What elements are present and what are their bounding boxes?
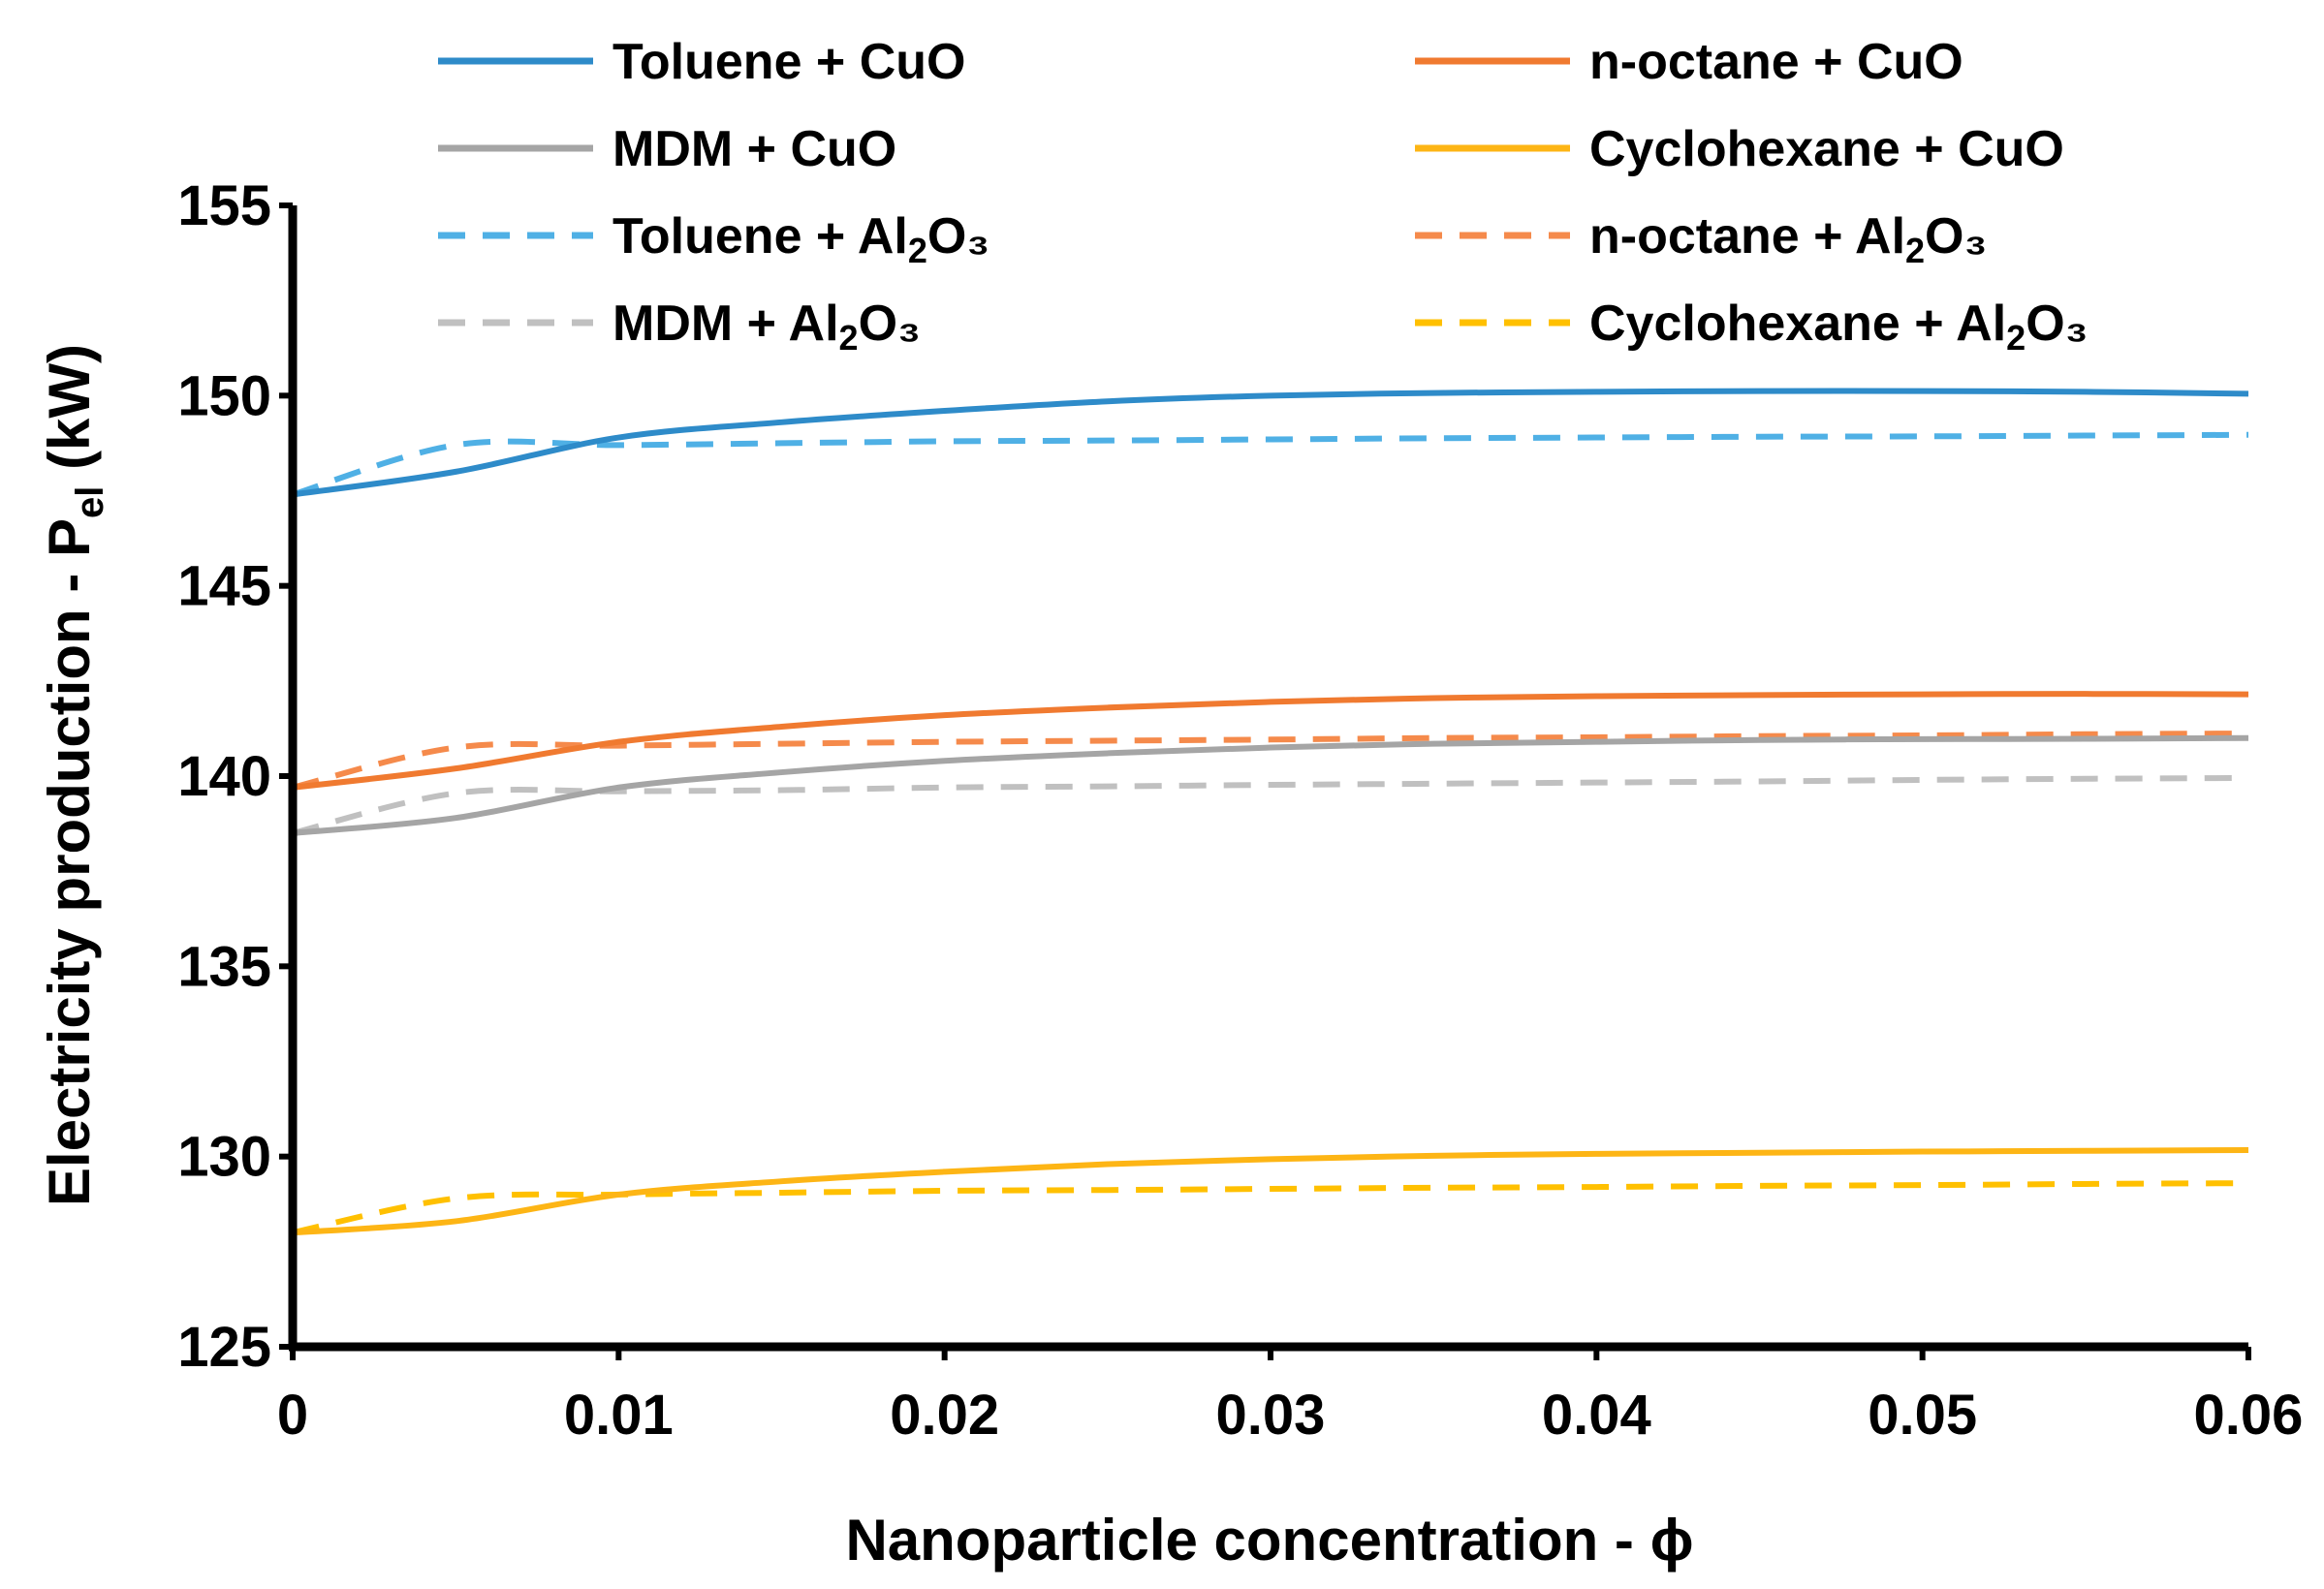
x-tick-label: 0.01 <box>564 1384 674 1447</box>
legend-label-text: Cyclohexane + CuO <box>1589 121 2064 177</box>
legend-label-suffix: O₃ <box>859 296 922 352</box>
legend-label-suffix: O₃ <box>1925 208 1988 265</box>
x-tick-label: 0.04 <box>1542 1384 1651 1447</box>
legend-label-text: MDM + Al <box>612 296 839 352</box>
series-line-mdm-cuo <box>292 734 2249 836</box>
series-line-noctane-cuo <box>292 691 2249 791</box>
y-tick-label: 150 <box>177 364 271 427</box>
plot-lines <box>292 388 2249 1236</box>
y-tick-label: 125 <box>177 1316 271 1379</box>
legend-label-suffix: O₃ <box>2026 296 2088 352</box>
legend-label-text: n-octane + Al <box>1589 208 1905 265</box>
legend-label-noctane-cuo: n-octane + CuO <box>1589 34 1963 90</box>
y-tick-label: 145 <box>177 555 271 618</box>
y-tick-label: 130 <box>177 1126 271 1189</box>
legend-label-mdm-al2o3: MDM + Al2O₃ <box>612 296 921 358</box>
x-ticks: 0 0.01 0.02 0.03 0.04 0.05 0.06 <box>277 1347 2304 1447</box>
x-tick-label: 0.06 <box>2194 1384 2304 1447</box>
series-line-mdm-al2o3 <box>292 774 2249 836</box>
legend-label-text: Toluene + CuO <box>612 34 966 90</box>
x-axis-title: Nanoparticle concentration - ϕ <box>845 1508 1693 1573</box>
legend-label-cyclohexane-cuo: Cyclohexane + CuO <box>1589 121 2064 177</box>
legend-label-subscript: 2 <box>1905 231 1925 270</box>
y-axis-title-subscript: el <box>69 486 111 518</box>
x-tick-label: 0.02 <box>890 1384 999 1447</box>
y-axis-title-main: Electricity production - P <box>37 518 102 1206</box>
y-tick-label: 135 <box>177 935 271 998</box>
legend-label-toluene-al2o3: Toluene + Al2O₃ <box>612 208 989 270</box>
series-line-cyclohexane-al2o3 <box>292 1180 2249 1236</box>
x-tick-label: 0.05 <box>1868 1384 1977 1447</box>
y-tick-label: 140 <box>177 745 271 808</box>
legend-label-text: Cyclohexane + Al <box>1589 296 2006 352</box>
series-line-cyclohexane-cuo <box>292 1146 2249 1236</box>
series-line-noctane-al2o3 <box>292 731 2249 791</box>
legend-label-cyclohexane-al2o3: Cyclohexane + Al2O₃ <box>1589 296 2088 358</box>
legend-label-subscript: 2 <box>2006 318 2026 358</box>
legend-label-toluene-cuo: Toluene + CuO <box>612 34 966 90</box>
y-tick-label: 155 <box>177 174 271 237</box>
x-tick-label: 0.03 <box>1216 1384 1326 1447</box>
legend: Toluene + CuO n-octane + CuO MDM + CuO Cycl… <box>438 34 2088 358</box>
legend-label-subscript: 2 <box>839 318 859 358</box>
axes <box>288 205 2248 1352</box>
legend-label-subscript: 2 <box>908 231 927 270</box>
series-line-toluene-cuo <box>292 388 2249 498</box>
x-tick-label: 0 <box>277 1384 308 1447</box>
legend-label-suffix: O₃ <box>927 208 990 265</box>
y-axis-title: Electricity production - Pel (kW) <box>37 344 111 1206</box>
legend-label-text: MDM + CuO <box>612 121 896 177</box>
y-axis-title-unit: (kW) <box>37 344 102 486</box>
legend-label-text: Toluene + Al <box>612 208 908 265</box>
legend-label-noctane-al2o3: n-octane + Al2O₃ <box>1589 208 1988 270</box>
y-ticks: 125 130 135 140 145 150 155 <box>177 174 293 1379</box>
series-line-toluene-al2o3 <box>292 431 2249 498</box>
legend-label-text: n-octane + CuO <box>1589 34 1963 90</box>
legend-label-mdm-cuo: MDM + CuO <box>612 121 896 177</box>
